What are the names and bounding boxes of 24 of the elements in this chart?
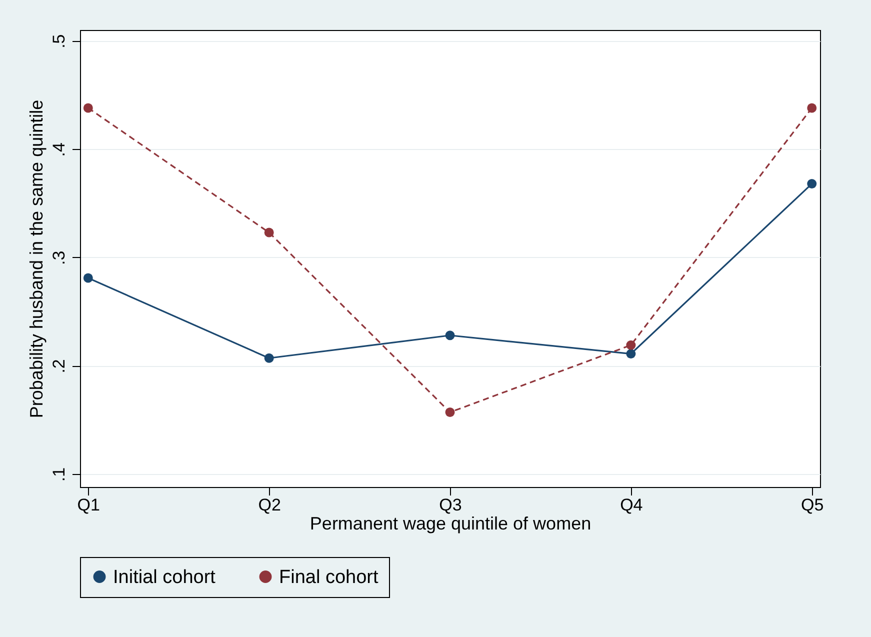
y-axis-title: Probability husband in the same quintile — [26, 100, 46, 418]
x-tick-label: Q2 — [258, 496, 281, 514]
point — [83, 103, 93, 113]
x-tick-label: Q1 — [77, 496, 100, 514]
y-tick-label: .5 — [50, 34, 68, 48]
point — [83, 273, 93, 283]
x-tick-label: Q4 — [620, 496, 643, 514]
x-tick-label: Q5 — [801, 496, 824, 514]
point — [807, 179, 817, 189]
y-tick-label: .4 — [50, 142, 68, 157]
point — [626, 349, 636, 359]
point — [445, 408, 455, 418]
y-tick-label: .1 — [50, 467, 68, 482]
point — [626, 340, 636, 350]
point — [264, 353, 274, 363]
point — [445, 330, 455, 340]
legend-label: Initial cohort — [113, 566, 216, 588]
y-tick-label: .3 — [50, 250, 68, 266]
legend-label: Final cohort — [279, 566, 379, 588]
point — [264, 228, 274, 238]
x-axis-title: Permanent wage quintile of women — [310, 514, 592, 534]
point — [807, 103, 817, 113]
x-tick-label: Q3 — [439, 496, 462, 514]
y-tick-label: .2 — [50, 359, 68, 374]
